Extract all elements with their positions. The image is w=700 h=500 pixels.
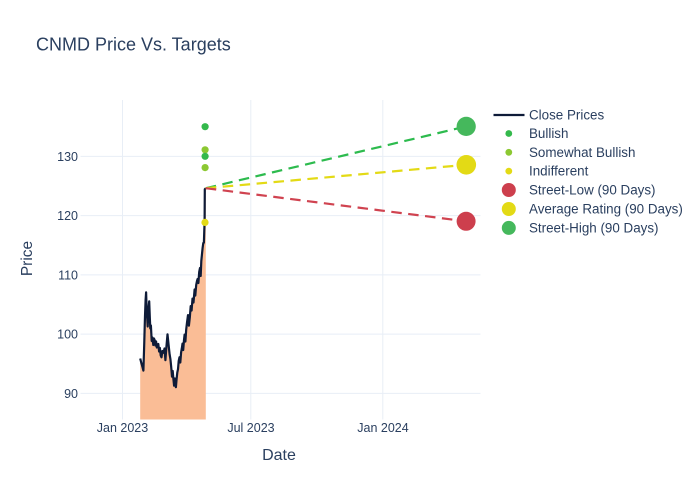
svg-text:Close Prices: Close Prices [529, 108, 604, 123]
svg-text:Somewhat Bullish: Somewhat Bullish [529, 145, 635, 160]
svg-text:Date: Date [262, 447, 296, 464]
svg-text:100: 100 [57, 328, 78, 342]
svg-text:90: 90 [64, 387, 78, 401]
svg-text:Jul 2023: Jul 2023 [227, 421, 274, 435]
svg-text:Jan 2024: Jan 2024 [357, 421, 408, 435]
svg-text:110: 110 [58, 268, 78, 282]
svg-text:Street-Low (90 Days): Street-Low (90 Days) [529, 183, 656, 198]
svg-text:120: 120 [57, 209, 78, 223]
svg-text:Jan 2023: Jan 2023 [97, 421, 148, 435]
svg-text:Average Rating (90 Days): Average Rating (90 Days) [529, 202, 683, 217]
svg-text:130: 130 [57, 150, 78, 164]
svg-text:Price: Price [19, 241, 36, 276]
svg-text:CNMD Price Vs. Targets: CNMD Price Vs. Targets [36, 34, 231, 54]
svg-text:Indifferent: Indifferent [529, 164, 589, 179]
svg-text:Bullish: Bullish [529, 126, 568, 141]
svg-text:Street-High (90 Days): Street-High (90 Days) [529, 220, 659, 235]
